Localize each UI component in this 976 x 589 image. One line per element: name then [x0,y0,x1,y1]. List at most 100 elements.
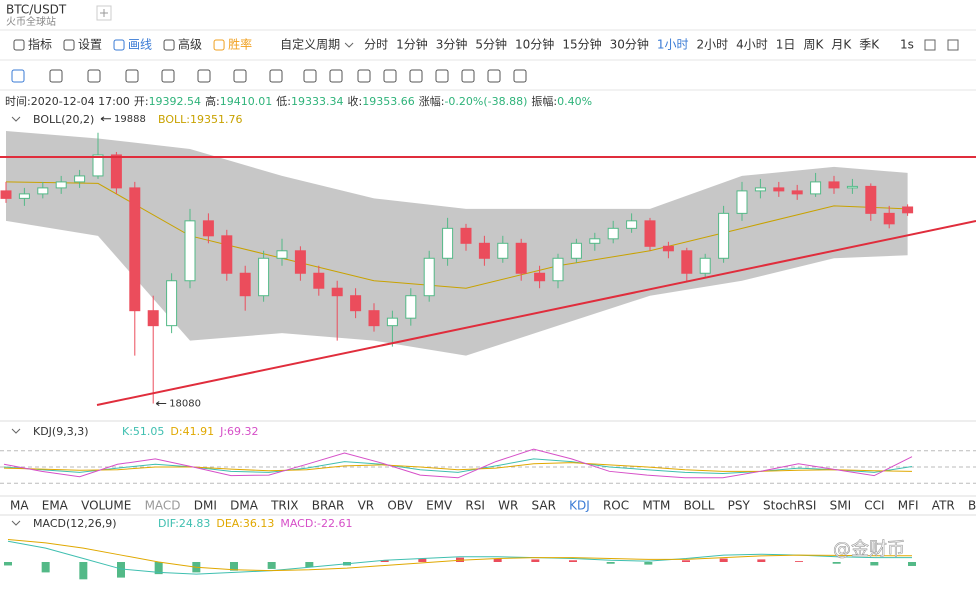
drawing-toolbar [11,69,527,83]
custom-period[interactable]: 自定义周期 [280,37,340,52]
screen-icon[interactable] [947,39,959,51]
indicator-tab[interactable]: MACD [145,499,181,513]
period-button[interactable]: 30分钟 [610,37,649,52]
candle-body [902,206,914,214]
indicator-tab[interactable]: EMA [42,499,69,513]
boll-mid [5,181,908,289]
draw-tool[interactable] [197,69,211,83]
macd-bar [870,562,879,566]
tool-button[interactable]: 画线 [128,38,152,52]
candle-body [736,190,748,214]
draw-tool[interactable] [435,69,449,83]
period-button[interactable]: 分时 [364,38,388,52]
indicator-tab[interactable]: MFI [898,499,919,513]
period-button[interactable]: 季K [859,38,880,52]
draw-tool[interactable] [487,69,501,83]
period-button[interactable]: 4小时 [736,38,768,52]
indicator-tab[interactable]: DMI [194,499,217,513]
indicator-tab[interactable]: BBW [968,499,976,513]
high-label: 19888 [114,114,146,125]
draw-tool[interactable] [269,69,283,83]
macd-line [7,538,912,572]
indicator-tab[interactable]: MA [10,499,29,513]
draw-tool[interactable] [87,69,101,83]
macd-line [7,540,912,575]
draw-tool[interactable] [357,69,371,83]
speed-button[interactable]: 1s [900,38,914,52]
draw-tool[interactable] [409,69,423,83]
macd-value: DEA:36.13 [216,517,274,530]
candle-body [478,242,490,259]
candle-body [626,220,638,229]
pair-title[interactable]: BTC/USDT [6,3,67,17]
candle-body [55,181,67,189]
indicator-tab[interactable]: ATR [932,499,955,513]
tool-button[interactable]: 高级 [178,37,202,52]
tool-icon [63,39,75,51]
draw-tool[interactable] [49,69,63,83]
period-button[interactable]: 10分钟 [515,37,554,52]
period-button[interactable]: 15分钟 [562,37,601,52]
kdj-value: D:41.91 [170,425,214,438]
draw-tool[interactable] [11,69,25,83]
candle-body [92,154,104,177]
indicator-tab[interactable]: WR [498,499,518,513]
period-button[interactable]: 1小时 [657,38,689,52]
candle-body [184,220,196,282]
indicator-tab[interactable]: BOLL [684,499,715,513]
period-button[interactable]: 3分钟 [436,37,468,52]
indicator-tab[interactable]: PSY [728,499,751,513]
draw-tool[interactable] [303,69,317,83]
macd-bar [832,562,841,564]
draw-tool[interactable] [233,69,247,83]
indicator-tab[interactable]: RSI [465,499,485,513]
indicator-tab[interactable]: ROC [603,499,629,513]
tool-button[interactable]: 胜率 [228,37,252,52]
indicator-tab[interactable]: CCI [864,499,884,513]
period-button[interactable]: 周K [803,38,824,52]
indicator-tab[interactable]: VR [358,499,375,513]
macd-bar [908,562,916,566]
indicator-tab[interactable]: VOLUME [81,499,131,513]
draw-tool[interactable] [383,69,397,83]
candle-body [662,245,674,252]
period-button[interactable]: 1分钟 [396,37,428,52]
collapse-arrow [11,116,21,122]
info-label: 振幅: [531,94,557,108]
period-button[interactable]: 月K [831,38,852,52]
period-button[interactable]: 5分钟 [475,37,507,52]
candle-body [865,185,877,214]
tool-button[interactable]: 设置 [78,38,102,52]
kdj-line [3,448,913,479]
indicator-tab[interactable]: StochRSI [763,499,816,513]
plus-icon [100,9,108,17]
indicator-tab[interactable]: BRAR [312,499,345,513]
info-value: -0.20%(-38.88) [444,95,527,108]
draw-tool[interactable] [461,69,475,83]
period-button[interactable]: 2小时 [697,38,729,52]
candle-body [74,175,86,183]
indicator-tab[interactable]: SAR [532,499,556,513]
draw-tool[interactable] [161,69,175,83]
candle-body [460,227,472,244]
info-label: 收: [348,94,363,108]
macd-bar [682,560,690,562]
indicator-tab[interactable]: MTM [642,499,670,513]
draw-tool[interactable] [513,69,527,83]
info-label: 开: [134,95,149,108]
screen-icon[interactable] [924,39,936,51]
indicator-tab[interactable]: SMI [830,499,852,513]
tool-button[interactable]: 指标 [28,37,52,52]
indicator-tab[interactable]: KDJ [569,499,590,513]
indicator-tab[interactable]: OBV [387,499,413,513]
period-button[interactable]: 1日 [776,38,796,52]
candle-body [313,272,325,289]
indicator-tab[interactable]: DMA [230,499,259,513]
info-label: 高: [205,94,220,108]
draw-tool[interactable] [329,69,343,83]
indicator-tab[interactable]: EMV [426,499,453,513]
candle-body [589,238,601,244]
indicator-tab[interactable]: TRIX [270,499,298,513]
arrow [155,401,167,406]
draw-tool[interactable] [125,69,139,83]
